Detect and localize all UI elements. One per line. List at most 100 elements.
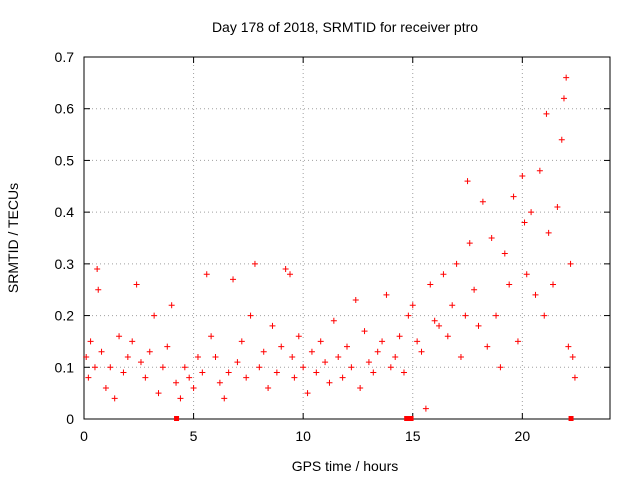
data-point (129, 338, 136, 345)
data-point (409, 302, 416, 309)
data-point (550, 281, 557, 288)
data-point (392, 353, 399, 360)
data-point (85, 374, 92, 381)
data-point (488, 235, 495, 241)
data-point (91, 364, 98, 371)
data-point (493, 312, 500, 319)
data-point (87, 338, 94, 345)
data-point (431, 317, 438, 324)
data-point (560, 95, 567, 102)
data-point (361, 328, 368, 335)
data-point (387, 364, 394, 371)
data-point (313, 369, 320, 376)
data-point (523, 271, 530, 278)
data-point (514, 338, 521, 345)
data-point (414, 338, 421, 345)
data-point (348, 364, 355, 371)
data-point (405, 312, 412, 319)
data-point (230, 276, 237, 283)
data-point (543, 110, 550, 117)
data-point (269, 322, 276, 329)
data-point (164, 343, 171, 350)
data-point (273, 369, 280, 376)
data-point (120, 369, 127, 376)
data-point (181, 364, 188, 371)
x-tick-label: 20 (515, 428, 531, 444)
data-point (528, 209, 535, 216)
data-point (146, 348, 153, 355)
baseline-markers (174, 416, 574, 421)
data-point (94, 266, 101, 273)
baseline-marker (568, 416, 574, 421)
data-point (300, 364, 307, 371)
data-point (216, 379, 223, 386)
data-point (234, 359, 241, 366)
data-point (565, 343, 572, 350)
data-point (260, 348, 267, 355)
data-point (282, 266, 289, 273)
x-tick-label: 10 (295, 428, 311, 444)
data-point (374, 348, 381, 355)
data-point (251, 260, 258, 267)
baseline-marker (408, 416, 414, 421)
data-point (501, 250, 508, 257)
data-point (225, 369, 232, 376)
data-point (457, 353, 464, 360)
data-point (571, 374, 578, 381)
data-point (243, 374, 250, 381)
data-point (519, 172, 526, 179)
baseline-marker (174, 416, 180, 421)
data-point (563, 74, 570, 81)
data-point (151, 312, 158, 319)
grid-lines (84, 57, 610, 419)
data-point (462, 312, 469, 319)
data-point (98, 348, 105, 355)
x-tick-label: 15 (405, 428, 421, 444)
data-point (383, 291, 390, 298)
data-point (479, 198, 486, 205)
axes (83, 56, 611, 420)
data-point (208, 333, 215, 340)
data-point (532, 291, 539, 298)
baseline-marker (404, 416, 410, 421)
chart-title: Day 178 of 2018, SRMTID for receiver ptr… (212, 19, 478, 35)
data-point (95, 286, 102, 293)
data-point (471, 286, 478, 293)
x-tick-label: 0 (80, 428, 88, 444)
data-point (256, 364, 263, 371)
y-axis-label: SRMTID / TECUs (5, 183, 21, 293)
data-point (190, 384, 197, 391)
data-point (400, 369, 407, 376)
data-point (444, 333, 451, 340)
data-point (427, 281, 434, 288)
data-point (194, 353, 201, 360)
y-tick-label: 0.7 (55, 49, 75, 65)
data-point (142, 374, 149, 381)
data-point (199, 369, 206, 376)
data-point (308, 348, 315, 355)
data-point (422, 405, 429, 412)
data-point (440, 271, 447, 278)
data-point (536, 167, 543, 174)
data-point (173, 379, 180, 386)
data-point (159, 364, 166, 371)
data-point (541, 312, 548, 319)
data-point (212, 353, 219, 360)
data-point (449, 302, 456, 309)
plot-frame (83, 56, 611, 420)
data-point (466, 240, 473, 247)
y-tick-label: 0.1 (55, 359, 75, 375)
data-point (484, 343, 491, 350)
y-tick-label: 0 (66, 411, 74, 427)
data-point (203, 271, 210, 278)
data-point (370, 369, 377, 376)
data-point (102, 384, 109, 391)
data-point (317, 338, 324, 345)
data-point (287, 271, 294, 278)
data-point (464, 178, 471, 185)
data-point (545, 229, 552, 236)
data-point (295, 333, 302, 340)
data-point (475, 322, 482, 329)
x-axis-label: GPS time / hours (292, 458, 399, 474)
data-point (365, 359, 372, 366)
